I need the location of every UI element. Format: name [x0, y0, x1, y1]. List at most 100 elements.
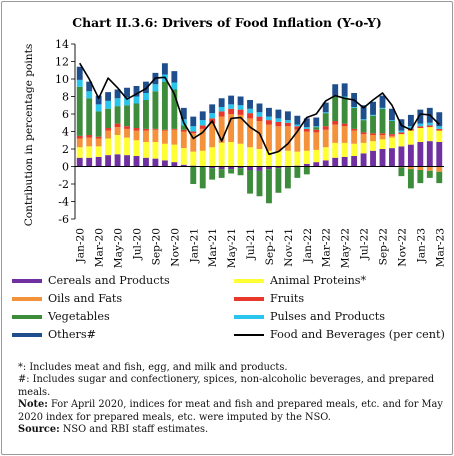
bar-segment [143, 81, 149, 93]
bar-segment [341, 96, 348, 98]
bar-segment [161, 81, 168, 130]
bar-segment [379, 108, 386, 134]
bar-segment [114, 98, 121, 107]
bar-segment [143, 157, 149, 167]
x-tick-label: Sep-21 [264, 228, 276, 265]
legend-label: Cereals and Products [48, 274, 170, 287]
bar-segment [86, 91, 93, 99]
bar-segment [199, 128, 206, 151]
x-tick-label: Jul-22 [359, 228, 371, 261]
bar-segment [86, 157, 93, 167]
source-label: Source: [18, 424, 60, 436]
bar-segment [161, 129, 168, 131]
bar-segment [95, 111, 102, 137]
bar-segment [76, 138, 83, 148]
y-tick-label: 4 [62, 126, 69, 139]
bar-segment [190, 131, 197, 134]
bar-segment [247, 108, 253, 114]
x-tick-label: May-21 [226, 228, 238, 268]
bar-segment [322, 102, 329, 113]
bar-segment [199, 120, 206, 126]
bar-segment [171, 71, 178, 83]
bar-segment [237, 96, 244, 106]
bar-segment [171, 129, 178, 145]
bar-segment [180, 129, 187, 132]
bar-segment [105, 100, 112, 109]
bar-segment [313, 149, 320, 163]
y-tick-label: 10 [55, 73, 69, 86]
y-tick-label: 8 [62, 91, 69, 104]
chart-plot: Chart II.3.6: Drivers of Food Inflation … [23, 15, 446, 268]
bar-segment [398, 167, 405, 177]
bar-segment [133, 96, 140, 104]
bar-segment [389, 137, 395, 149]
bar-segment [284, 122, 291, 127]
bar-segment [284, 167, 291, 189]
legend-label: Fruits [270, 292, 305, 305]
y-tick-label: -2 [58, 178, 69, 191]
bar-segment [426, 141, 433, 167]
bar-segment [143, 100, 149, 129]
bar-segment [379, 107, 386, 109]
bar-segment [171, 89, 178, 129]
chart-title: Chart II.3.6: Drivers of Food Inflation … [72, 15, 381, 30]
bar-segment [228, 95, 235, 105]
bar-segment [133, 128, 140, 131]
bar-segment [294, 126, 301, 130]
y-tick-label: 14 [55, 38, 69, 51]
bar-segment [284, 150, 291, 167]
bar-segment [426, 127, 433, 142]
bar-segment [76, 157, 83, 167]
bar-segment [228, 114, 235, 142]
bar-segment [370, 141, 376, 151]
bar-segment [86, 137, 93, 147]
bar-segment [247, 147, 253, 167]
bar-segment [161, 143, 168, 161]
bar-segment [379, 95, 386, 108]
bar-segment [218, 116, 225, 143]
bar-segment [180, 148, 187, 165]
bar-segment [417, 123, 424, 127]
x-tick-label: Jul-21 [245, 228, 257, 261]
bar-segment [407, 126, 414, 129]
bar-segment [275, 121, 282, 127]
bar-segment [190, 116, 197, 127]
bar-segment [247, 100, 253, 109]
bar-segment [379, 139, 386, 149]
bar-segment [247, 118, 253, 148]
bar-segment [190, 151, 197, 166]
legend-label: Vegetables [48, 310, 110, 323]
bar-segment [161, 63, 168, 75]
bar-segment [284, 120, 291, 123]
bar-segment [114, 89, 121, 99]
x-tick-label: Mar-20 [94, 228, 106, 268]
bar-segment [76, 86, 83, 136]
y-tick-label: -6 [58, 213, 69, 226]
bar-segment [322, 113, 329, 127]
legend-swatch [12, 279, 42, 283]
bar-segment [370, 114, 376, 116]
bar-segment [171, 144, 178, 163]
bar-segment [133, 130, 140, 141]
bar-segment [332, 124, 339, 143]
bar-segment [360, 105, 367, 120]
bar-segment [209, 147, 216, 167]
bar-segment [152, 129, 159, 142]
bar-segment [237, 114, 244, 144]
bar-segment [398, 134, 405, 147]
bar-segment [436, 128, 443, 131]
bar-segment [95, 136, 102, 139]
bar-segment [95, 146, 102, 157]
bar-segment [303, 166, 310, 175]
bar-segment [143, 130, 149, 142]
bar-segment [370, 133, 376, 135]
bar-segment [332, 157, 339, 167]
y-tick-label: 12 [55, 56, 69, 69]
bar-segment [313, 132, 320, 150]
bar-segment [105, 128, 112, 131]
bar-segment [86, 135, 93, 138]
bar-segment [322, 126, 329, 130]
bar-segment [379, 135, 386, 140]
bar-segment [180, 131, 187, 149]
bar-segment [436, 126, 443, 129]
